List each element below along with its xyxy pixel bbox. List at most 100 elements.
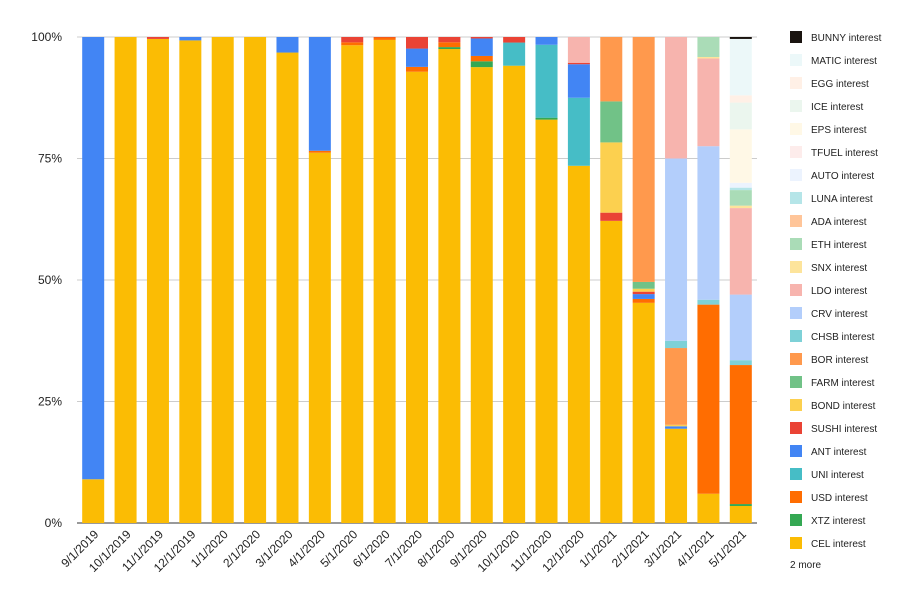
legend-label: CEL interest: [811, 539, 866, 550]
legend-label: XTZ interest: [811, 516, 866, 527]
legend-swatch: [790, 192, 802, 204]
bar-segment: [729, 102, 752, 130]
legend-item: USD interest: [790, 491, 868, 504]
legend-item: ETH interest: [790, 238, 867, 251]
bar-segment: [276, 37, 299, 53]
bar-segment: [535, 44, 558, 118]
legend-swatch: [790, 284, 802, 296]
legend-label: EPS interest: [811, 125, 867, 136]
bar-stack: [503, 37, 526, 523]
bar-stack: [470, 37, 493, 524]
bar-segment: [114, 37, 137, 523]
bar-segment: [406, 71, 428, 523]
bar-segment: [146, 38, 169, 523]
legend-item: AUTO interest: [790, 169, 874, 182]
bar-segment: [729, 294, 752, 361]
bar-segment: [665, 426, 688, 429]
bar-segment: [665, 158, 688, 341]
legend-swatch: [790, 330, 802, 342]
bar-segment: [438, 49, 461, 524]
bar-stack: [276, 37, 299, 523]
legend-swatch: [790, 376, 802, 388]
bar-segment: [600, 101, 623, 143]
legend-label: TFUEL interest: [811, 148, 878, 159]
legend-label: FARM interest: [811, 378, 875, 389]
bar-segment: [697, 37, 720, 57]
legend-label: SNX interest: [811, 263, 867, 274]
bar-segment: [567, 37, 590, 63]
bar-segment: [632, 302, 655, 523]
legend-swatch: [790, 445, 802, 457]
bar-segment: [729, 95, 752, 103]
legend-item: TFUEL interest: [790, 146, 878, 159]
legend-item: BUNNY interest: [790, 31, 882, 44]
bar-segment: [341, 37, 364, 43]
bar-segment: [567, 62, 590, 65]
bar-segment: [697, 146, 720, 300]
legend-more-link[interactable]: 2 more: [790, 560, 822, 571]
bar-stack: [535, 37, 558, 524]
legend-item: EGG interest: [790, 77, 869, 90]
legend-item: BOND interest: [790, 399, 876, 412]
legend-item: SUSHI interest: [790, 422, 877, 435]
bar-segment: [503, 65, 526, 523]
legend-swatch: [790, 77, 802, 89]
bar-stack: [665, 37, 688, 523]
legend-swatch: [790, 261, 802, 273]
legend-label: LUNA interest: [811, 194, 873, 205]
bar-segment: [665, 37, 688, 159]
bar-segment: [665, 428, 688, 523]
bar-segment: [438, 37, 461, 43]
bar-stack: [729, 37, 752, 523]
bar-segment: [503, 42, 526, 66]
bar-segment: [729, 208, 752, 295]
bar-segment: [729, 129, 752, 183]
bar-segment: [535, 37, 558, 45]
legend-item: EPS interest: [790, 123, 867, 136]
bar-segment: [406, 66, 428, 72]
bar-segment: [632, 281, 655, 289]
bar-segment: [146, 37, 169, 39]
bar-segment: [600, 220, 623, 524]
bar-segment: [535, 117, 558, 120]
legend-label: CHSB interest: [811, 332, 875, 343]
bar-segment: [470, 38, 493, 56]
bar-segment: [179, 40, 202, 523]
bar-segment: [729, 205, 752, 209]
legend-label: AUTO interest: [811, 171, 874, 182]
y-axis: 0% 25% 50% 75% 100%: [31, 30, 62, 530]
bar-segment: [600, 142, 623, 213]
bar-segment: [567, 165, 590, 524]
bar-stack: [567, 37, 590, 524]
bar-segment: [632, 291, 655, 295]
legend-swatch: [790, 468, 802, 480]
bar-segment: [600, 37, 623, 102]
legend-swatch: [790, 238, 802, 250]
bar-stack: [406, 37, 428, 523]
legend-label: EGG interest: [811, 79, 869, 90]
legend-item: XTZ interest: [790, 514, 866, 527]
legend-item: SNX interest: [790, 261, 867, 274]
y-tick-label: 100%: [31, 30, 62, 44]
bar-segment: [632, 294, 655, 299]
legend: BUNNY interest MATIC interest EGG interest…: [790, 31, 882, 571]
bar-segment: [697, 58, 720, 147]
bar-segment: [697, 299, 720, 305]
bar-segment: [406, 48, 428, 67]
legend-swatch: [790, 54, 802, 66]
legend-label: LDO interest: [811, 286, 867, 297]
bar-segment: [470, 61, 493, 68]
bar-segment: [567, 64, 590, 98]
bar-stack: [244, 37, 267, 523]
legend-swatch: [790, 215, 802, 227]
legend-swatch: [790, 123, 802, 135]
legend-item: CHSB interest: [790, 330, 875, 343]
bar-segment: [276, 52, 299, 523]
y-tick-label: 75%: [38, 152, 62, 166]
legend-label: ADA interest: [811, 217, 867, 228]
bar-segment: [729, 187, 752, 191]
bars: [82, 37, 752, 524]
legend-item: ANT interest: [790, 445, 867, 458]
legend-item: MATIC interest: [790, 54, 877, 67]
bar-segment: [341, 42, 364, 46]
